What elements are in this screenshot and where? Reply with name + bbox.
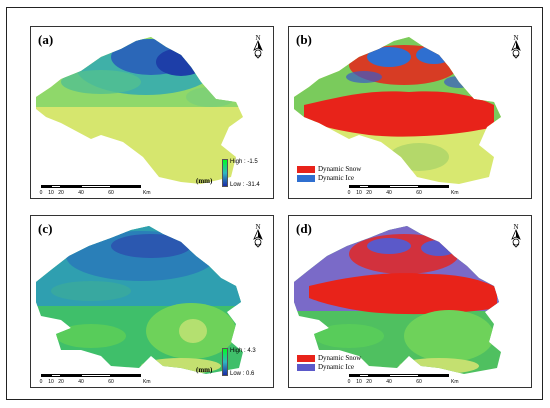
scale-tick: 40 (386, 379, 392, 385)
legend-swatch-ice (297, 175, 315, 182)
scale-bar: 0 10 20 40 60 Km (347, 374, 459, 386)
scale-unit: Km (451, 379, 459, 385)
legend-low: Low : 0.6 (230, 371, 255, 377)
scale-unit: Km (143, 190, 151, 196)
scale-bar: 0 10 20 40 60 Km (39, 374, 151, 386)
scale-tick: 0 (39, 190, 43, 196)
unit-label: (mm) (196, 366, 213, 374)
scale-tick: 10 (48, 379, 54, 385)
scale-unit: Km (143, 379, 151, 385)
legend-label: Dynamic Ice (318, 363, 354, 371)
scale-tick: 0 (347, 379, 351, 385)
scale-tick: 20 (366, 379, 372, 385)
scale-tick: 20 (58, 190, 64, 196)
scale-tick: 60 (416, 379, 422, 385)
scale-tick: 0 (39, 379, 43, 385)
legend-swatch-ice (297, 364, 315, 371)
north-label: N (255, 34, 260, 42)
north-arrow-icon: N (253, 34, 263, 59)
scale-tick: 20 (58, 379, 64, 385)
map-a (36, 37, 243, 184)
scale-tick: 60 (108, 190, 114, 196)
north-arrow-icon: N (253, 223, 263, 248)
panel-letter: (d) (296, 221, 312, 236)
north-label: N (255, 223, 260, 231)
legend-label: Dynamic Snow (318, 165, 362, 173)
scale-tick: 10 (48, 190, 54, 196)
panel-c: (c) N High : 4.3 Low : 0.6 (mm) 0 10 20 … (30, 215, 274, 388)
scale-bar: 0 10 20 40 60 Km (347, 185, 459, 197)
panel-d: (d) N Dynamic Snow Dynamic Ice 0 (288, 215, 532, 388)
panel-letter: (c) (38, 221, 53, 236)
scale-tick: 60 (416, 190, 422, 196)
map-c (36, 226, 243, 374)
map-b (294, 37, 501, 184)
scale-tick: 40 (78, 379, 84, 385)
figure-frame: (a) N High : -1.5 Low : -31.4 (mm) 0 10 … (6, 7, 543, 400)
scale-tick: 20 (366, 190, 372, 196)
legend-high: High : -1.5 (230, 159, 258, 165)
color-ramp (222, 159, 228, 187)
scale-tick: 10 (356, 190, 362, 196)
scale-tick: 10 (356, 379, 362, 385)
scale-tick: 60 (108, 379, 114, 385)
panel-letter: (b) (296, 32, 312, 47)
scale-unit: Km (451, 190, 459, 196)
legend-label: Dynamic Snow (318, 354, 362, 362)
panel-a: (a) N High : -1.5 Low : -31.4 (mm) 0 10 … (30, 26, 274, 199)
panel-letter: (a) (38, 32, 54, 47)
north-arrow-icon: N (511, 223, 521, 248)
legend-swatch-snow (297, 166, 315, 173)
scale-bar: 0 10 20 40 60 Km (39, 185, 151, 197)
color-ramp (222, 348, 228, 376)
map-d (294, 226, 501, 374)
scale-tick: 40 (386, 190, 392, 196)
legend-swatch-snow (297, 355, 315, 362)
legend-low: Low : -31.4 (230, 182, 260, 188)
scale-tick: 40 (78, 190, 84, 196)
north-label: N (513, 34, 518, 42)
legend-label: Dynamic Ice (318, 174, 354, 182)
unit-label: (mm) (196, 177, 213, 185)
north-label: N (513, 223, 518, 231)
north-arrow-icon: N (511, 34, 521, 59)
legend-high: High : 4.3 (230, 348, 256, 354)
panel-b: (b) N Dynamic Snow Dynamic Ice 0 (288, 26, 532, 199)
scale-tick: 0 (347, 190, 351, 196)
